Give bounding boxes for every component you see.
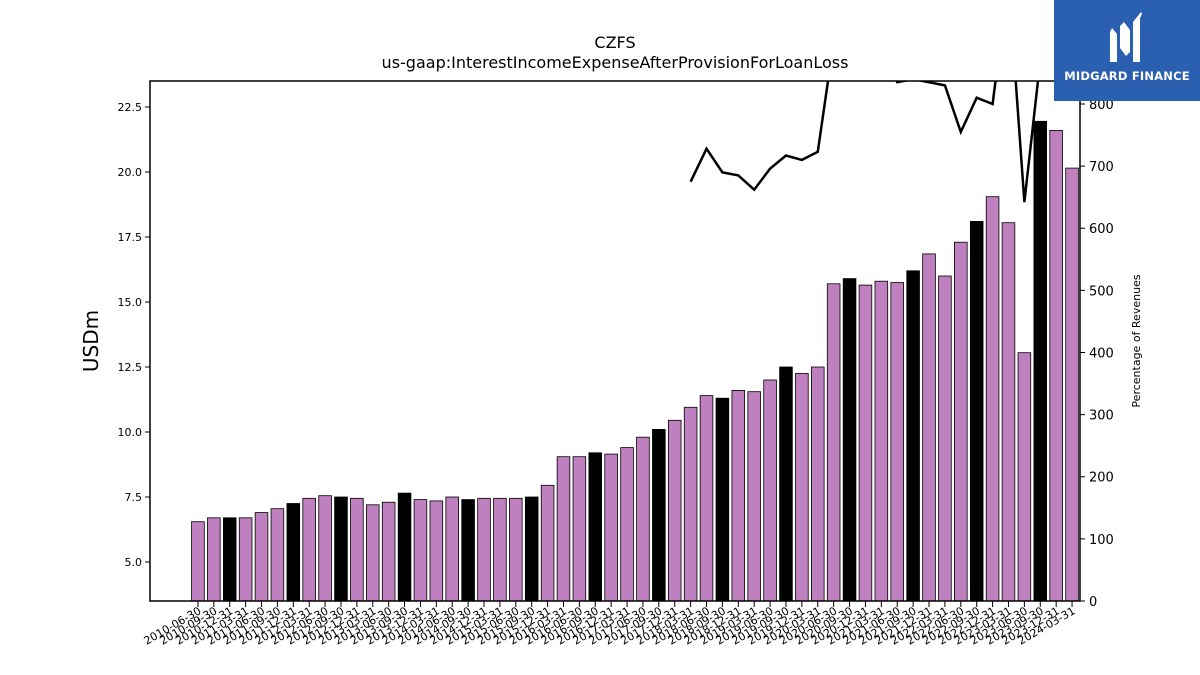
- bar: [191, 521, 205, 602]
- bar: [350, 497, 364, 602]
- bar: [938, 275, 952, 602]
- bar: [445, 496, 459, 602]
- bar: [524, 496, 539, 602]
- y-tick-label: 7.5: [125, 491, 143, 504]
- bar: [890, 282, 904, 602]
- bar: [207, 517, 221, 602]
- bar: [270, 508, 285, 602]
- bar: [715, 397, 730, 602]
- bar: [1033, 120, 1048, 602]
- y2-tick-label: 0: [1089, 595, 1097, 610]
- bar: [1049, 129, 1063, 602]
- y-tick-label: 10.0: [118, 426, 143, 439]
- bar: [985, 196, 1000, 602]
- y2-tick-label: 300: [1089, 409, 1114, 424]
- bar: [699, 395, 714, 602]
- percentage-line-layer: [689, 81, 1040, 203]
- y2-tick-label: 200: [1089, 471, 1114, 486]
- bar: [683, 406, 698, 602]
- bar: [222, 517, 237, 602]
- bar: [493, 497, 507, 602]
- y-tick-label: 5.0: [125, 556, 143, 569]
- bar: [318, 495, 332, 602]
- bar: [302, 497, 316, 602]
- bar: [540, 484, 555, 602]
- bar: [858, 284, 873, 602]
- bar: [826, 283, 841, 602]
- y-tick-label: 17.5: [118, 231, 143, 244]
- y2-tick-label: 500: [1089, 284, 1114, 299]
- bar: [254, 512, 269, 602]
- bar: [1017, 352, 1032, 602]
- bars-layer: [191, 120, 1079, 602]
- y-axis-label: USDm: [79, 310, 103, 372]
- y2-tick-label: 700: [1089, 160, 1114, 175]
- axes-layer: 5.0 7.5 10.0 12.5 15.0 17.5 20.0 22.5 0 100 200 300…: [118, 80, 1114, 648]
- bar: [509, 497, 523, 602]
- bar: [811, 366, 825, 602]
- bar: [620, 447, 634, 602]
- bar: [731, 389, 746, 602]
- bar: [429, 500, 444, 602]
- bar: [652, 428, 666, 602]
- bar: [779, 366, 793, 602]
- bar: [636, 436, 650, 602]
- plot-frame: [149, 80, 1081, 602]
- bar: [795, 373, 809, 602]
- bar: [874, 280, 889, 602]
- bar: [413, 499, 428, 602]
- bar: [1065, 167, 1079, 602]
- bar: [954, 241, 968, 602]
- bar: [667, 419, 682, 602]
- bar: [906, 270, 920, 602]
- bar: [286, 503, 301, 602]
- percentage-line: [689, 81, 1040, 203]
- y-tick-label: 22.5: [118, 101, 143, 114]
- y2-axis-label: Percentage of Revenues: [1130, 274, 1143, 407]
- chart-title: CZFS: [594, 33, 636, 52]
- bar: [461, 499, 475, 602]
- midgard-logo-icon: [1110, 12, 1142, 62]
- bar: [381, 501, 396, 602]
- bar: [366, 504, 380, 602]
- y2-tick-label: 100: [1089, 533, 1114, 548]
- y-tick-label: 20.0: [118, 166, 143, 179]
- bar: [1001, 222, 1016, 602]
- bar: [334, 496, 348, 602]
- bar: [604, 453, 618, 602]
- bar: [572, 456, 587, 602]
- y-tick-label: 15.0: [118, 296, 143, 309]
- bar: [556, 456, 571, 602]
- bar: [922, 253, 936, 602]
- midgard-finance-logo: MIDGARD FINANCE: [1054, 0, 1200, 101]
- bar: [588, 452, 603, 602]
- bar: [238, 517, 253, 602]
- bar: [763, 379, 777, 602]
- bar: [842, 278, 857, 602]
- bar: [477, 497, 491, 602]
- logo-text: MIDGARD FINANCE: [1064, 69, 1190, 83]
- y2-tick-label: 600: [1089, 222, 1114, 237]
- y2-tick-label: 400: [1089, 346, 1114, 361]
- bar: [397, 492, 412, 602]
- bar: [969, 220, 984, 602]
- y2-tick-label: 800: [1089, 98, 1114, 113]
- chart-subtitle: us-gaap:InterestIncomeExpenseAfterProvis…: [381, 53, 849, 72]
- y-tick-label: 12.5: [118, 361, 143, 374]
- bar: [747, 391, 761, 602]
